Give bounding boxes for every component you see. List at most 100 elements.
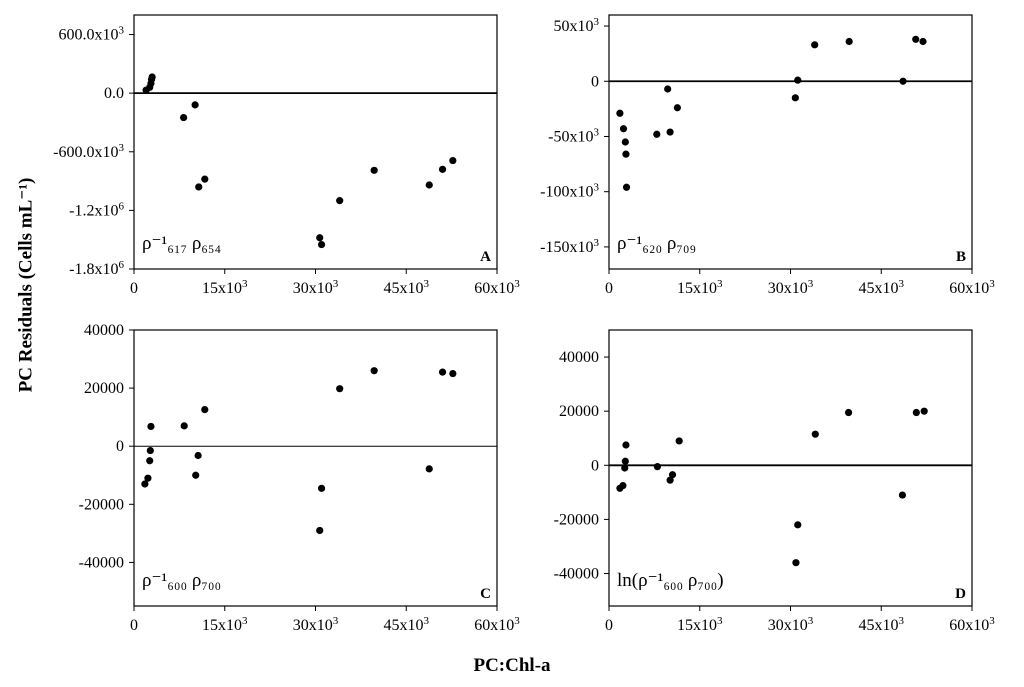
data-point-c <box>201 406 209 414</box>
y-tick-label-b: -100x103 <box>540 182 599 201</box>
x-tick-label-b: 60x103 <box>949 278 995 297</box>
panel-letter-b: B <box>956 249 966 265</box>
data-point-c <box>317 484 326 492</box>
data-point-a <box>317 240 326 249</box>
y-tick-label-a: -1.2x106 <box>69 200 124 219</box>
data-point-b <box>653 130 661 138</box>
data-point-d <box>811 430 819 438</box>
data-point-d <box>844 408 853 417</box>
index-annotation-d: ln(ρ⁻¹₆₀₀ ρ₇₀₀) <box>617 570 724 591</box>
data-point-a <box>449 156 457 165</box>
data-point-a <box>180 113 188 122</box>
y-tick-label-c: 0 <box>116 438 124 455</box>
y-tick-label-a: -1.8x106 <box>69 259 124 278</box>
y-tick-label-d: 0 <box>591 457 599 474</box>
data-point-d <box>792 559 800 567</box>
data-point-c <box>192 471 200 479</box>
data-point-a <box>425 181 433 189</box>
y-tick-label-c: -40000 <box>79 554 124 571</box>
y-tick-label-b: 50x103 <box>554 16 600 35</box>
x-tick-label-d: 45x103 <box>859 615 905 634</box>
data-point-c <box>141 480 149 488</box>
data-point-a <box>191 101 199 109</box>
data-point-a <box>148 73 156 81</box>
data-point-b <box>845 37 853 46</box>
data-point-c <box>438 368 447 376</box>
x-tick-label-b: 15x103 <box>677 278 723 297</box>
data-point-d <box>653 463 662 471</box>
data-point-c <box>449 369 457 378</box>
data-point-b <box>791 94 799 102</box>
y-tick-label-a: 600.0x103 <box>59 25 125 44</box>
y-tick-label-d: -20000 <box>554 511 599 528</box>
y-tick-label-b: -50x103 <box>548 126 599 145</box>
data-point-d <box>898 491 907 499</box>
x-tick-label-d: 60x103 <box>949 615 995 634</box>
x-tick-label-c: 15x103 <box>202 615 248 634</box>
panel-letter-c: C <box>480 586 491 602</box>
data-point-d <box>668 471 677 479</box>
x-axis-title: PC:Chl-a <box>473 655 551 676</box>
x-tick-label-a: 45x103 <box>384 278 430 297</box>
data-point-a <box>316 234 324 242</box>
data-point-a <box>201 175 209 183</box>
data-point-b <box>619 125 628 133</box>
data-point-c <box>336 385 344 393</box>
x-tick-label-c: 60x103 <box>474 615 520 634</box>
data-point-b <box>919 37 927 46</box>
data-point-c <box>370 367 378 375</box>
data-point-c <box>316 526 324 535</box>
data-point-d <box>912 408 920 417</box>
x-tick-label-d: 0 <box>605 617 613 634</box>
data-point-b <box>899 77 907 85</box>
index-annotation-a: ρ⁻¹₆₁₇ ρ₆₅₄ <box>142 233 221 254</box>
x-tick-label-c: 0 <box>130 617 138 634</box>
data-point-d <box>794 521 802 529</box>
data-point-b <box>794 76 802 84</box>
index-annotation-b: ρ⁻¹₆₂₀ ρ₇₀₉ <box>617 233 696 254</box>
data-point-a <box>370 166 378 174</box>
data-point-c <box>146 446 154 455</box>
data-point-d <box>619 481 627 490</box>
data-point-c <box>194 451 202 460</box>
panel-letter-d: D <box>955 586 966 602</box>
data-point-b <box>664 85 672 93</box>
data-point-d <box>675 437 683 445</box>
data-point-b <box>622 150 630 158</box>
x-tick-label-b: 30x103 <box>768 278 814 297</box>
data-point-d <box>621 457 629 465</box>
data-point-c <box>144 474 152 482</box>
data-point-b <box>811 41 819 49</box>
data-point-d <box>621 464 629 472</box>
y-tick-label-a: -600.0x103 <box>53 142 124 161</box>
x-tick-label-d: 15x103 <box>677 615 723 634</box>
x-tick-label-b: 0 <box>605 280 613 297</box>
y-tick-label-c: 20000 <box>84 380 124 397</box>
x-tick-label-a: 15x103 <box>202 278 248 297</box>
data-point-b <box>673 104 681 112</box>
data-point-d <box>666 476 674 484</box>
plot-area-b <box>608 14 973 270</box>
x-tick-label-c: 30x103 <box>293 615 339 634</box>
data-point-d <box>920 407 928 415</box>
data-point-b <box>912 35 920 43</box>
data-point-c <box>147 422 155 431</box>
panel-letter-a: A <box>480 249 491 265</box>
data-point-a <box>195 183 203 191</box>
data-point-d <box>622 441 630 449</box>
data-point-c <box>425 465 433 473</box>
plot-area-a <box>133 14 498 270</box>
x-tick-label-d: 30x103 <box>768 615 814 634</box>
index-annotation-c: ρ⁻¹₆₀₀ ρ₇₀₀ <box>142 570 221 591</box>
y-tick-label-a: 0.0 <box>104 85 124 102</box>
data-point-c <box>146 457 154 465</box>
plot-area-d <box>608 329 973 607</box>
y-tick-label-d: 40000 <box>559 349 599 366</box>
y-tick-label-c: -20000 <box>79 496 124 513</box>
y-tick-label-d: 20000 <box>559 403 599 420</box>
x-tick-label-c: 45x103 <box>384 615 430 634</box>
x-tick-label-b: 45x103 <box>859 278 905 297</box>
x-tick-label-a: 0 <box>130 280 138 297</box>
